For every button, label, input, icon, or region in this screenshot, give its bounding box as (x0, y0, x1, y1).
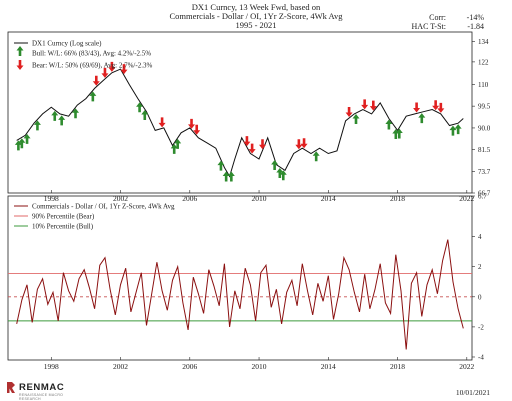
bear-signal-arrow (158, 117, 166, 128)
top-y-tick-label: 122 (478, 58, 489, 66)
bottom-x-tick-label: 2002 (113, 362, 128, 371)
top-x-tick-label: 2002 (113, 194, 128, 203)
top-y-tick-label: 110 (478, 81, 489, 89)
bull-signal-arrow (385, 119, 393, 130)
top-x-tick-label: 1998 (44, 194, 59, 203)
bear-signal-arrow (300, 138, 308, 149)
bull-signal-arrow (418, 113, 426, 124)
zscore-line (16, 239, 464, 350)
bottom-y-tick-label: -2 (478, 323, 484, 331)
bear-signal-arrow (92, 75, 100, 86)
bear-signal-arrow (193, 124, 201, 135)
bear-signal-arrow (295, 139, 303, 150)
bull-signal-arrow (141, 110, 149, 121)
bear-signal-arrow (432, 100, 440, 111)
bull-signal-arrow (276, 167, 284, 178)
logo-brand: RENMAC (19, 382, 65, 393)
legend-bear-label: Bear: W/L: 50% (69/69), Avg: 2.7%/-2.3% (32, 62, 152, 70)
bottom-x-tick-label: 2022 (459, 362, 474, 371)
legend-bear-arrow (16, 60, 24, 70)
bull-signal-arrow (23, 133, 31, 144)
bull-signal-arrow (89, 91, 97, 102)
bear-signal-arrow (108, 61, 116, 72)
top-y-tick-label: 134 (478, 38, 489, 46)
legend-zscore-label: Commercials - Dollar / OI, 1Yr Z-Score, … (32, 203, 175, 211)
bear-signal-arrow (345, 107, 353, 118)
top-y-tick-label: 66.7 (478, 190, 491, 198)
bottom-y-tick-label: 2 (478, 263, 482, 271)
bottom-x-tick-label: 2006 (182, 362, 197, 371)
legend-bull-threshold-label: 10% Percentile (Bull) (32, 223, 94, 231)
bear-signal-arrow (188, 118, 196, 129)
hac-value: -1.84 (467, 22, 484, 31)
bull-signal-arrow (222, 171, 230, 182)
bull-signal-arrow (279, 170, 287, 181)
top-y-tick-label: 81.5 (478, 146, 491, 154)
top-x-tick-label: 2022 (459, 194, 474, 203)
bear-signal-arrow (437, 102, 445, 113)
bull-signal-arrow (352, 114, 360, 125)
bull-signal-arrow (18, 138, 26, 149)
bear-signal-arrow (120, 64, 128, 75)
top-x-tick-label: 2010 (252, 194, 267, 203)
bull-signal-arrow (14, 140, 22, 151)
dx1-price-line (16, 68, 464, 178)
corr-label: Corr: (429, 13, 446, 22)
bottom-x-tick-label: 1998 (44, 362, 59, 371)
bear-signal-arrow (361, 99, 369, 110)
chart-title-line3: 1995 - 2021 (235, 20, 277, 30)
stats-panel: Corr: -14% HAC T-St: -1.84 (412, 13, 484, 31)
bull-signal-arrow (33, 120, 41, 131)
bull-signal-arrow (136, 102, 144, 113)
legend-price-label: DX1 Curncy (Log scale) (32, 40, 102, 48)
bull-signal-arrow (51, 110, 59, 121)
bottom-y-tick-label: -4 (478, 353, 484, 361)
top-y-tick-label: 99.5 (478, 103, 491, 111)
bear-signal-arrow (243, 136, 251, 147)
hac-label: HAC T-St: (411, 22, 446, 31)
bull-signal-arrow (170, 143, 178, 154)
chart-title-line1: DX1 Curncy, 13 Week Fwd, based on (191, 2, 321, 12)
corr-value: -14% (466, 13, 484, 22)
top-x-tick-label: 2018 (390, 194, 405, 203)
bull-signal-arrow (174, 138, 182, 149)
top-panel-frame (7, 31, 473, 194)
bear-signal-arrow (101, 67, 109, 78)
bear-signal-arrow (259, 139, 267, 150)
top-y-tick-label: 90.0 (478, 124, 491, 132)
top-x-tick-label: 2014 (321, 194, 336, 203)
bull-signal-arrow (449, 125, 457, 136)
bottom-y-tick-label: 4 (478, 233, 482, 241)
legend-bull-arrow (16, 46, 24, 56)
bull-signal-arrow (217, 160, 225, 171)
bear-signal-arrow (248, 143, 256, 154)
legend-bull-label: Bull: W/L: 66% (83/43), Avg: 4.2%/-2.5% (32, 50, 151, 58)
legend-bear-threshold-label: 90% Percentile (Bear) (32, 213, 95, 221)
top-y-tick-label: 73.7 (478, 168, 491, 176)
report-date: 10/01/2021 (455, 388, 490, 397)
bottom-x-tick-label: 2014 (321, 362, 336, 371)
bull-signal-arrow (454, 124, 462, 135)
bear-signal-arrow (369, 100, 377, 111)
bottom-panel-frame (7, 195, 473, 361)
bull-signal-arrow (58, 115, 66, 126)
top-x-tick-label: 2006 (182, 194, 197, 203)
bull-signal-arrow (395, 128, 403, 139)
bull-signal-arrow (312, 151, 320, 162)
logo-mark-icon (7, 382, 15, 393)
bear-signal-arrow (413, 102, 421, 113)
bottom-x-tick-label: 2018 (390, 362, 405, 371)
logo-subtitle: RENAISSANCE MACRO RESEARCH (19, 393, 64, 401)
bull-signal-arrow (72, 108, 80, 119)
bottom-x-tick-label: 2010 (252, 362, 267, 371)
chart-title-line2: Commercials - Dollar / OI, 1Yr Z-Score, … (169, 11, 343, 21)
bull-signal-arrow (227, 171, 235, 182)
renmac-logo: RENMAC RENAISSANCE MACRO RESEARCH (6, 381, 65, 401)
bottom-y-tick-label: 6.7 (478, 193, 487, 201)
bottom-y-tick-label: 0 (478, 293, 482, 301)
bull-signal-arrow (271, 160, 279, 171)
